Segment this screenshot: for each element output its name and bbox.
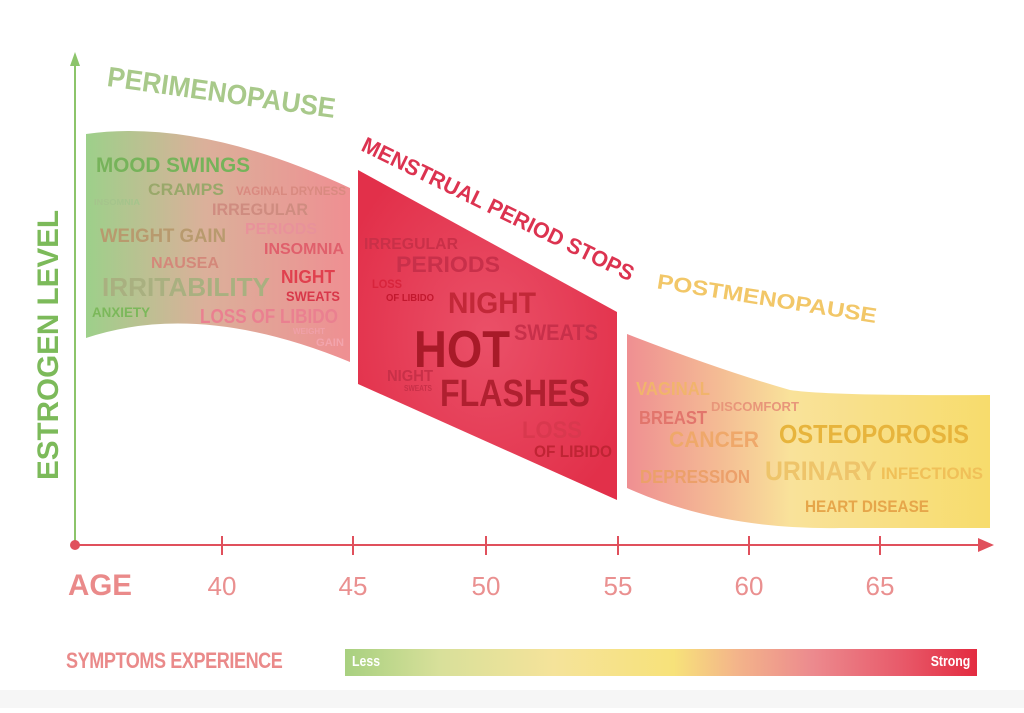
symptom: PERIODS — [245, 221, 317, 238]
postmenopause-symptoms: VAGINAL DISCOMFORT BREAST CANCER OSTEOPO… — [636, 379, 983, 516]
symptom: INFECTIONS — [881, 464, 983, 483]
symptom: HOT — [414, 321, 510, 379]
symptom: MOOD SWINGS — [96, 154, 250, 177]
bottom-band — [0, 690, 1024, 708]
x-ticks: 40 45 50 55 60 65 — [208, 571, 895, 601]
symptom: IRRITABILITY — [102, 272, 270, 302]
postmenopause-title: POSTMENOPAUSE — [655, 270, 878, 327]
menstrual-stop-symptoms: IRREGULAR PERIODS LOSS OF LIBIDO NIGHT H… — [364, 236, 612, 461]
symptom: IRREGULAR — [212, 200, 308, 219]
symptom: LOSS — [372, 277, 402, 291]
symptom: CANCER — [669, 427, 759, 452]
symptom: BREAST — [639, 408, 707, 428]
symptom: PERIODS — [396, 252, 500, 277]
symptom: INSOMNIA — [264, 241, 344, 258]
origin-dot — [70, 540, 80, 550]
symptom: OF LIBIDO — [534, 442, 612, 461]
symptom: OSTEOPOROSIS — [779, 419, 969, 449]
symptom: NAUSEA — [151, 255, 219, 272]
x-axis — [70, 536, 994, 555]
symptom: SWEATS — [286, 288, 340, 304]
perimenopause-region: PERIMENOPAUSE MOOD SWINGS CRAMPS VAGINAL… — [86, 61, 350, 362]
x-tick-65: 65 — [866, 571, 895, 601]
symptoms-legend: SYMPTOMS EXPERIENCE Less Strong — [0, 640, 1024, 686]
symptom: CRAMPS — [148, 180, 224, 199]
postmenopause-region: POSTMENOPAUSE VAGINAL DISCOMFORT BREAST … — [627, 270, 990, 529]
symptom: FLASHES — [440, 373, 590, 415]
symptom: NIGHT — [387, 368, 433, 385]
symptom: GAIN — [316, 337, 344, 349]
symptom: URINARY — [765, 456, 877, 486]
perimenopause-symptoms: MOOD SWINGS CRAMPS VAGINAL DRYNESS INSOM… — [92, 154, 346, 349]
symptom: INSOMNIA — [94, 198, 140, 207]
symptom: WEIGHT GAIN — [100, 226, 226, 247]
x-axis-arrow-icon — [978, 538, 994, 552]
symptom: DEPRESSION — [640, 467, 750, 487]
symptom: NIGHT — [281, 267, 335, 287]
symptom: WEIGHT — [293, 327, 325, 336]
y-axis-arrow-icon — [70, 52, 80, 66]
legend-gradient-bar: Less Strong — [345, 649, 977, 676]
symptom: VAGINAL DRYNESS — [236, 184, 346, 198]
menstrual-stop-region: MENSTRUAL PERIOD STOPS IRREGULAR PERIODS… — [358, 132, 638, 500]
symptom: LOSS — [522, 417, 582, 444]
symptom: OF LIBIDO — [386, 293, 434, 304]
y-axis-label: ESTROGEN LEVEL — [32, 210, 65, 480]
legend-high-label: Strong — [930, 653, 970, 670]
symptom: SWEATS — [404, 384, 433, 393]
symptom: DISCOMFORT — [711, 399, 799, 414]
symptom: VAGINAL — [636, 379, 710, 399]
x-tick-45: 45 — [339, 571, 368, 601]
symptom: IRREGULAR — [364, 236, 458, 253]
symptom: HEART DISEASE — [805, 497, 929, 516]
legend-label: SYMPTOMS EXPERIENCE — [66, 648, 283, 673]
y-axis — [70, 52, 80, 545]
symptom: SWEATS — [514, 320, 598, 345]
symptom: NIGHT — [448, 287, 536, 320]
perimenopause-title: PERIMENOPAUSE — [105, 61, 337, 124]
symptom: LOSS OF LIBIDO — [200, 306, 338, 328]
legend-low-label: Less — [352, 653, 381, 670]
symptom: ANXIETY — [92, 304, 151, 320]
x-tick-55: 55 — [604, 571, 633, 601]
x-tick-50: 50 — [472, 571, 501, 601]
x-tick-40: 40 — [208, 571, 237, 601]
x-tick-60: 60 — [735, 571, 764, 601]
x-axis-label: AGE — [68, 569, 132, 602]
